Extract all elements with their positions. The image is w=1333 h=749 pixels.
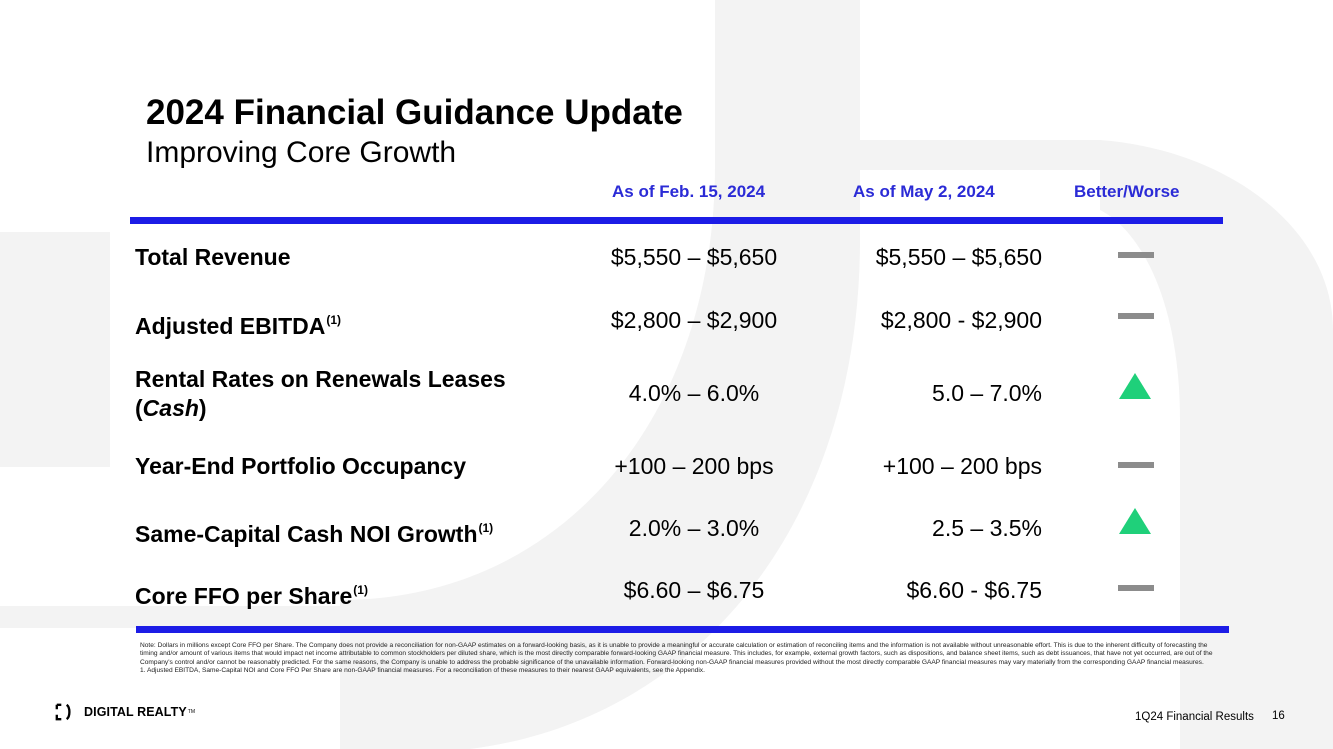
better-up-arrow-icon: [1119, 508, 1151, 534]
row-value-may: +100 – 200 bps: [882, 453, 1042, 479]
row-label-rental-rates: Rental Rates on Renewals Leases (Cash): [135, 366, 506, 421]
unchanged-dash-icon: [1118, 252, 1154, 258]
footnote-note: Note: Dollars in millions except Core FF…: [140, 642, 1213, 666]
unchanged-dash-icon: [1118, 313, 1154, 319]
page-title: 2024 Financial Guidance Update: [146, 93, 683, 132]
row-value-feb: $6.60 – $6.75: [623, 577, 765, 603]
row-value-feb: 2.0% – 3.0%: [628, 515, 760, 541]
row-value-may: $5,550 – $5,650: [875, 244, 1042, 270]
footer-divider: [136, 626, 1229, 633]
unchanged-dash-icon: [1118, 462, 1154, 468]
unchanged-dash-icon: [1118, 585, 1154, 591]
column-header-may: As of May 2, 2024: [853, 182, 995, 201]
row-label-occupancy: Year-End Portfolio Occupancy: [135, 453, 467, 479]
footnotes: Note: Dollars in millions except Core FF…: [140, 642, 1220, 675]
row-value-may: 2.5 – 3.5%: [932, 515, 1042, 541]
report-name: 1Q24 Financial Results: [1135, 711, 1254, 723]
row-label-core-ffo: Core FFO per Share(1): [135, 583, 368, 609]
company-logo: DIGITAL REALTY TM: [55, 703, 195, 721]
row-value-feb: 4.0% – 6.0%: [628, 380, 760, 406]
row-label-total-revenue: Total Revenue: [135, 244, 291, 270]
logo-trademark: TM: [187, 709, 196, 715]
logo-text: DIGITAL REALTY: [84, 705, 187, 719]
row-label-noi-growth: Same-Capital Cash NOI Growth(1): [135, 521, 494, 547]
header-divider: [130, 217, 1223, 224]
row-label-adjusted-ebitda: Adjusted EBITDA(1): [135, 313, 342, 339]
column-header-trend: Better/Worse: [1074, 182, 1180, 201]
footnote-1: 1. Adjusted EBITDA, Same-Capital NOI and…: [140, 666, 705, 674]
better-up-arrow-icon: [1119, 373, 1151, 399]
row-value-feb: +100 – 200 bps: [614, 453, 774, 479]
logo-bracket-icon: [55, 703, 71, 721]
row-value-feb: $2,800 – $2,900: [610, 307, 778, 333]
page-subtitle: Improving Core Growth: [146, 136, 457, 169]
row-value-may: $6.60 - $6.75: [906, 577, 1042, 603]
row-value-may: 5.0 – 7.0%: [932, 380, 1042, 406]
row-value-feb: $5,550 – $5,650: [610, 244, 778, 270]
row-value-may: $2,800 - $2,900: [880, 307, 1042, 333]
page-number: 16: [1272, 710, 1285, 722]
column-header-feb: As of Feb. 15, 2024: [612, 182, 766, 201]
